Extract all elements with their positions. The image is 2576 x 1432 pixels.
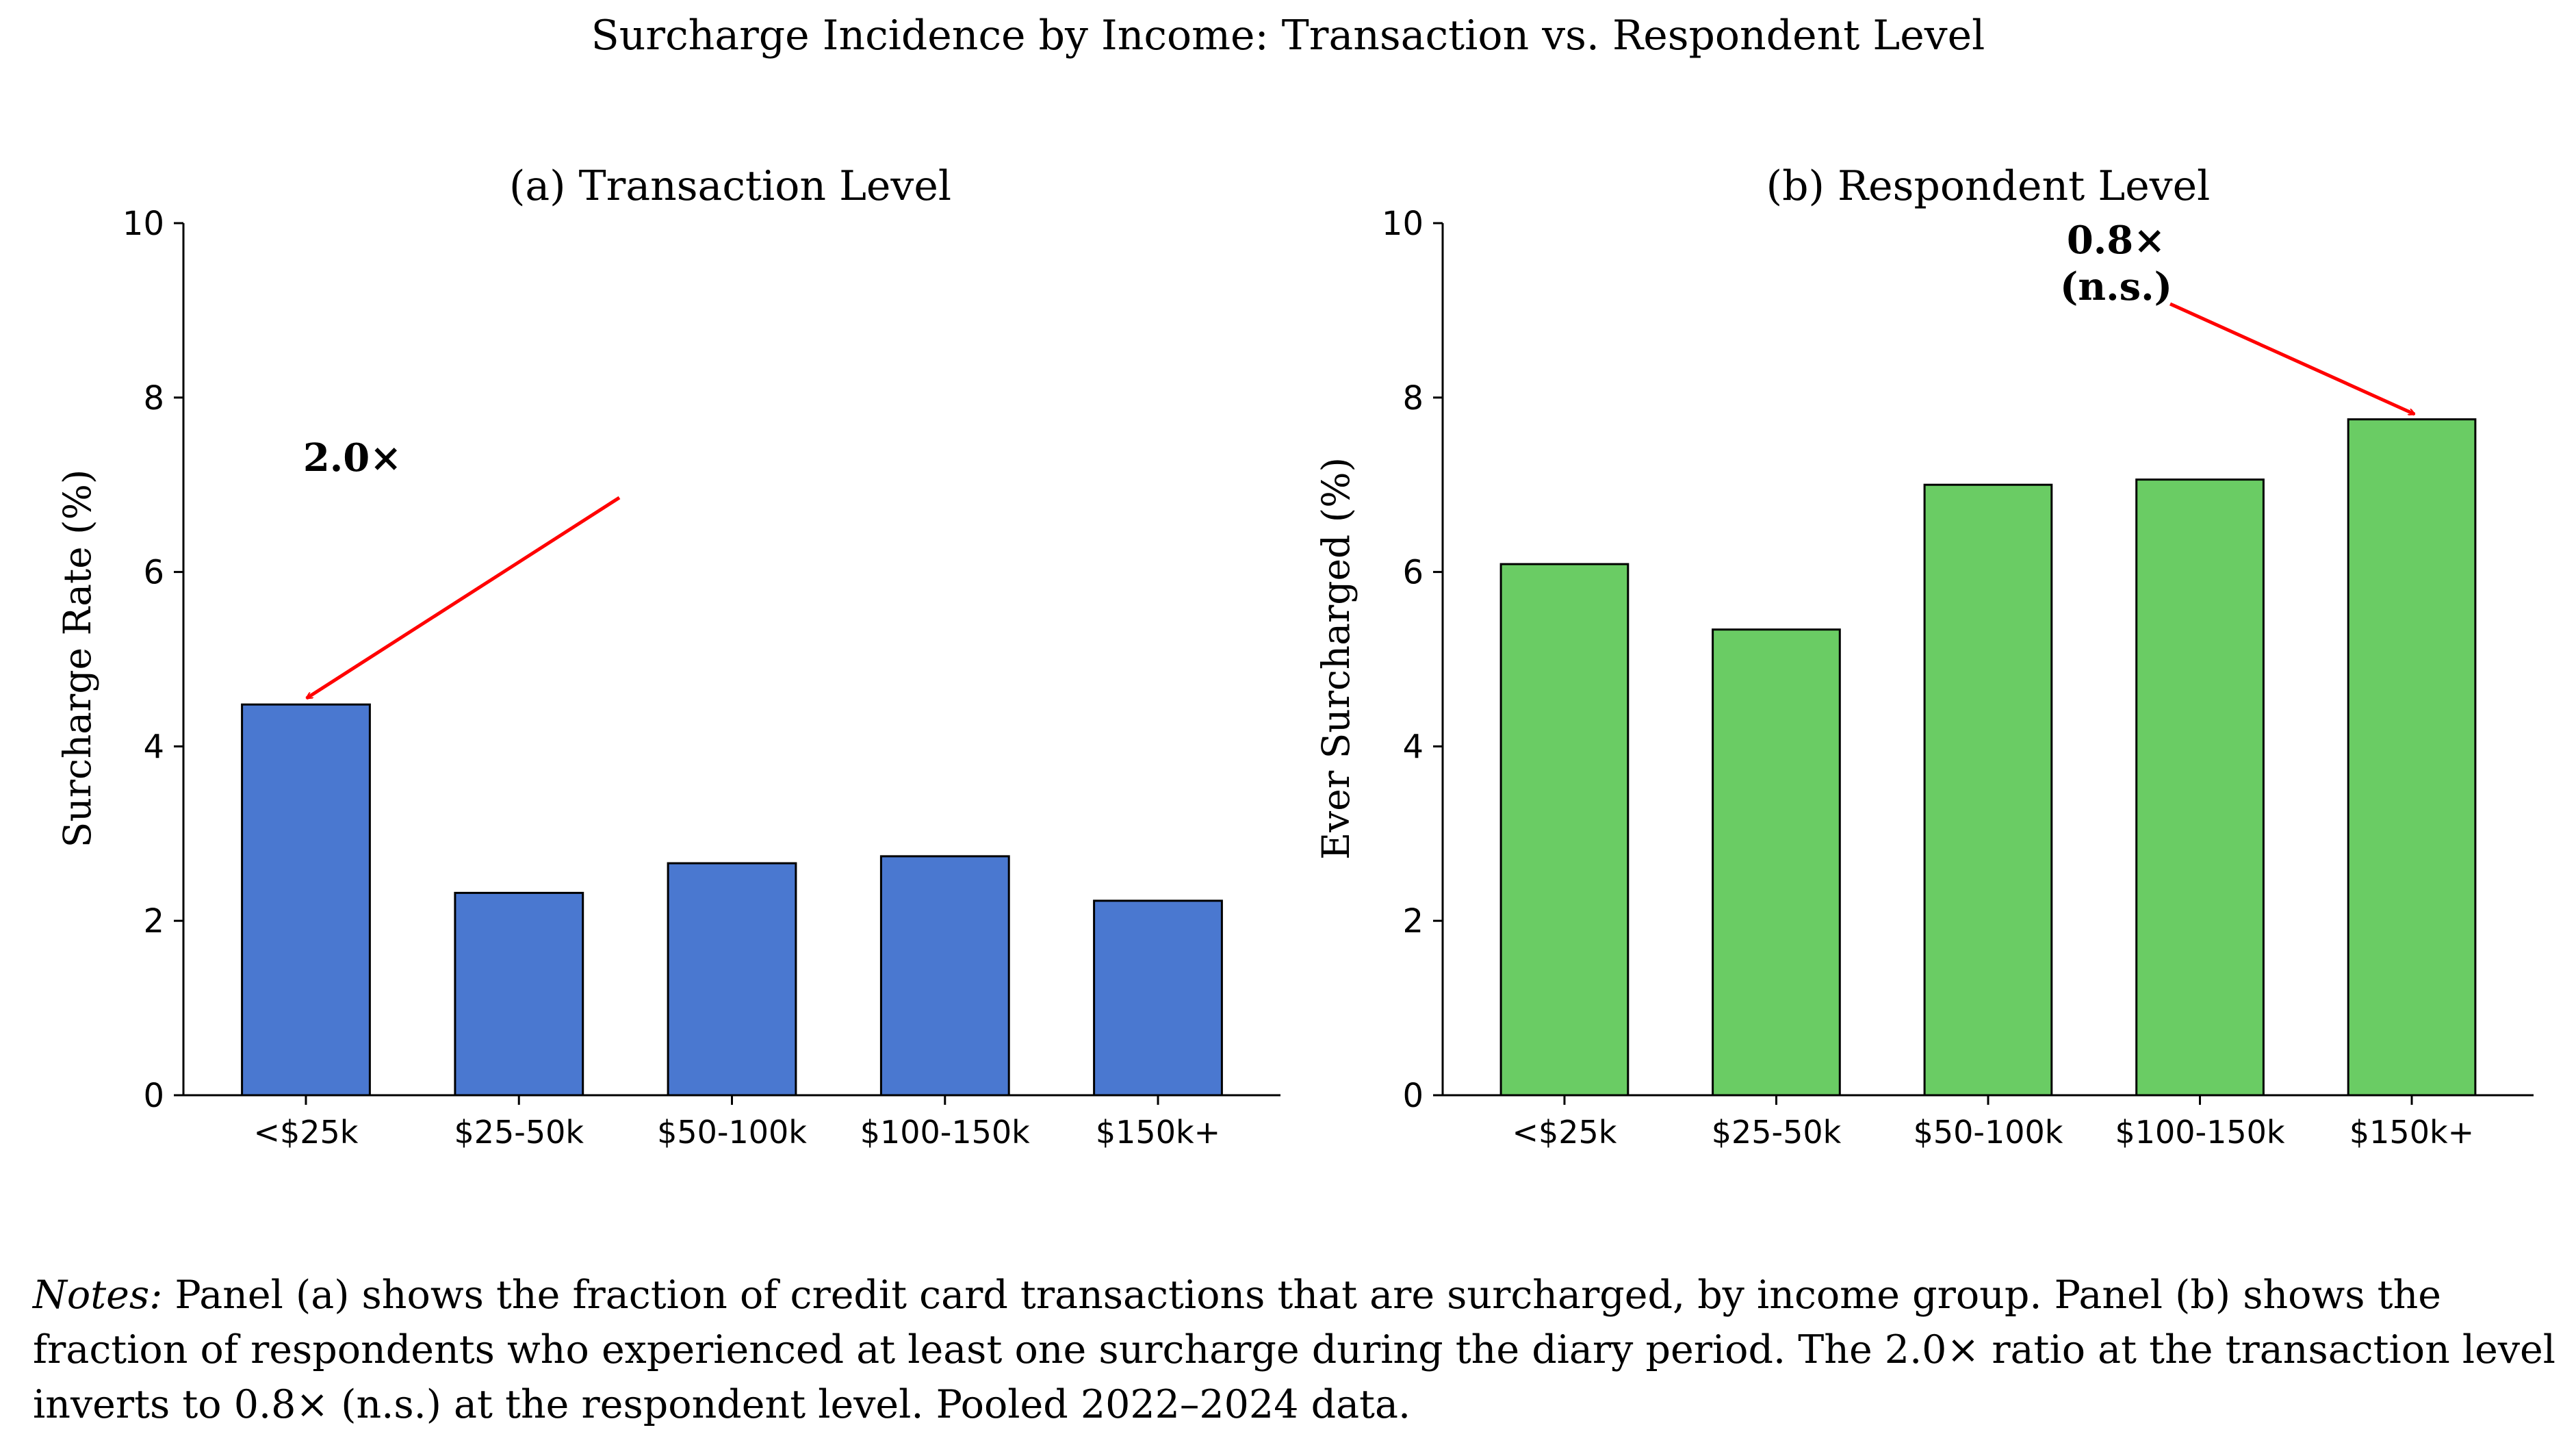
panel-a-y-tick-label-4: 8: [143, 379, 164, 418]
panel-b-y-tick-label-5: 10: [1382, 205, 1424, 243]
panel-a-bar-0: [241, 703, 371, 1097]
panel-b-x-tick-label-4: $150k+: [2349, 1114, 2474, 1151]
panel-a-y-tick-label-2: 4: [143, 728, 164, 766]
panel-b: (b) Respondent Level Ever Surcharged (%)…: [1314, 162, 2534, 1151]
panel-b-y-tick-label-2: 4: [1402, 728, 1424, 766]
panel-a-bar-3: [879, 855, 1010, 1097]
notes-text: Panel (a) shows the fraction of credit c…: [33, 1273, 2556, 1427]
panel-b-bar-1: [1712, 628, 1841, 1097]
panel-b-y-tick-label-4: 8: [1402, 379, 1424, 418]
panel-a-y-axis-label: Surcharge Rate (%): [55, 470, 99, 848]
panel-b-x-tick-label-3: $100-150k: [2115, 1114, 2284, 1151]
panel-b-y-tick-label-1: 2: [1402, 902, 1424, 941]
panel-b-bar-4: [2347, 418, 2477, 1097]
panel-b-title: (b) Respondent Level: [1766, 162, 2211, 210]
panel-b-y-axis-label: Ever Surcharged (%): [1314, 457, 1358, 860]
panel-a-y-tick-label-1: 2: [143, 902, 164, 941]
panel-a-x-tick-label-1: $25-50k: [454, 1114, 584, 1151]
panel-a-y-tick-label-0: 0: [143, 1077, 164, 1115]
panel-a-annotation-arrow: [307, 496, 621, 700]
panel-b-y-tick-label-3: 6: [1402, 554, 1424, 592]
panel-a-y-tick-label-3: 6: [143, 554, 164, 592]
panel-a-bar-4: [1093, 899, 1223, 1097]
panel-a-annotation-text: 2.0×: [303, 435, 402, 481]
panel-a-x-tick-label-0: <$25k: [253, 1114, 358, 1151]
panel-a-x-tick-label-3: $100-150k: [860, 1114, 1030, 1151]
panel-a-title: (a) Transaction Level: [509, 162, 951, 210]
figure-notes: Notes: Panel (a) shows the fraction of c…: [33, 1268, 2565, 1432]
notes-lead: Notes:: [33, 1273, 163, 1318]
panel-b-x-tick-label-1: $25-50k: [1712, 1114, 1842, 1151]
panel-a-x-tick-label-4: $150k+: [1096, 1114, 1220, 1151]
panel-b-bar-3: [2135, 478, 2265, 1097]
panel-b-annotation-text: 0.8×: [2067, 218, 2165, 263]
panel-b-bar-2: [1923, 483, 2053, 1097]
panel-b-x-tick-label-0: <$25k: [1512, 1114, 1617, 1151]
panel-b-y-tick-label-0: 0: [1402, 1077, 1424, 1115]
panel-b-x-tick-label-2: $50-100k: [1914, 1114, 2063, 1151]
panel-a-y-tick-label-5: 10: [123, 205, 164, 243]
panel-b-bar-0: [1499, 563, 1630, 1097]
panel-a: (a) Transaction Level Surcharge Rate (%)…: [55, 162, 1280, 1151]
panel-a-x-tick-label-2: $50-100k: [657, 1114, 807, 1151]
panel-b-annotation-text-2: (n.s.): [2060, 264, 2172, 309]
figure-title: Surcharge Incidence by Income: Transacti…: [591, 12, 1985, 60]
panel-b-annotation-arrow: [2169, 302, 2414, 416]
panel-a-bar-2: [667, 862, 797, 1097]
panel-a-bar-1: [454, 891, 584, 1097]
chart-figure: Surcharge Incidence by Income: Transacti…: [55, 12, 2534, 1151]
